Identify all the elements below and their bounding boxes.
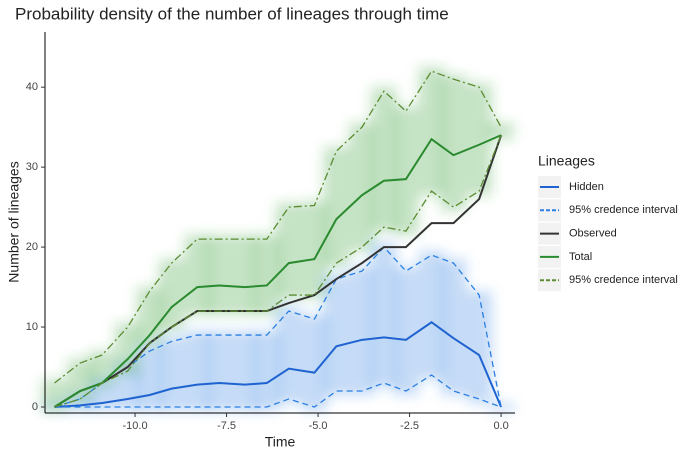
series-line bbox=[54, 246, 502, 408]
x-tick-label: -2.5 bbox=[400, 420, 419, 432]
legend-label: Hidden bbox=[569, 181, 604, 193]
chart-title: Probability density of the number of lin… bbox=[15, 4, 449, 23]
x-axis-label: Time bbox=[265, 434, 296, 450]
series-line bbox=[54, 321, 503, 409]
x-tick-label: 0.0 bbox=[493, 420, 508, 432]
density-band bbox=[158, 259, 185, 332]
x-tick-label: -5.0 bbox=[309, 420, 328, 432]
series-line bbox=[54, 374, 502, 408]
density-band bbox=[158, 337, 185, 412]
density-band bbox=[440, 259, 467, 396]
density-band bbox=[371, 87, 397, 232]
legend-label: Observed bbox=[569, 228, 617, 240]
density-band bbox=[323, 147, 350, 268]
density-band bbox=[254, 235, 280, 316]
density-band bbox=[184, 235, 211, 316]
x-tick-label: -10.0 bbox=[123, 420, 148, 432]
density-band bbox=[371, 243, 397, 388]
y-tick-label: 30 bbox=[26, 161, 38, 173]
density-band bbox=[323, 275, 350, 396]
density-band bbox=[275, 307, 302, 404]
y-tick-label: 10 bbox=[26, 321, 38, 333]
density-band bbox=[275, 203, 302, 300]
series-line bbox=[54, 134, 502, 408]
density-band bbox=[232, 235, 258, 316]
series-line bbox=[53, 134, 502, 408]
plot-area bbox=[41, 67, 514, 412]
density-band bbox=[418, 67, 445, 196]
y-tick-label: 40 bbox=[26, 81, 38, 93]
density-band bbox=[232, 331, 258, 412]
density-band bbox=[488, 123, 514, 140]
legend-title: Lineages bbox=[538, 153, 595, 169]
density-band bbox=[440, 75, 467, 212]
series-line bbox=[54, 70, 502, 384]
density-band bbox=[254, 331, 280, 412]
density-band bbox=[206, 235, 233, 316]
density-band bbox=[466, 83, 492, 196]
density-shading bbox=[41, 67, 514, 412]
legend-label: 95% credence interval bbox=[569, 204, 678, 216]
density-band bbox=[301, 201, 328, 300]
density-band bbox=[393, 267, 419, 396]
density-band bbox=[136, 347, 163, 412]
density-band bbox=[89, 351, 115, 388]
density-band bbox=[136, 287, 163, 348]
density-band bbox=[393, 107, 419, 236]
density-band bbox=[418, 251, 445, 380]
y-axis-label: Number of lineages bbox=[6, 161, 22, 282]
y-tick-label: 20 bbox=[26, 241, 38, 253]
legend-label: 95% credence interval bbox=[569, 274, 678, 286]
density-band bbox=[184, 331, 211, 412]
density-band bbox=[206, 331, 233, 412]
density-band bbox=[349, 267, 375, 396]
x-tick-label: -7.5 bbox=[217, 420, 236, 432]
y-tick-label: 0 bbox=[32, 401, 38, 413]
density-band bbox=[466, 291, 492, 404]
series-line bbox=[53, 134, 503, 408]
density-band bbox=[349, 123, 375, 252]
legend-label: Total bbox=[569, 251, 592, 263]
